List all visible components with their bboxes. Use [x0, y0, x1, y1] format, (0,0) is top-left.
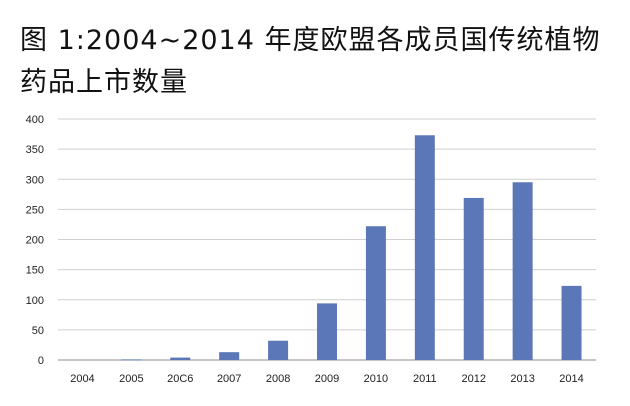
y-tick-label: 50 — [32, 325, 44, 337]
bar-2012 — [463, 197, 484, 360]
bar-2010 — [365, 226, 386, 360]
y-tick-label: 350 — [26, 144, 44, 156]
x-tick-label: 20C6 — [167, 373, 193, 385]
x-tick-label: 2011 — [413, 373, 437, 385]
x-tick-label: 2014 — [559, 373, 583, 385]
y-tick-label: 400 — [26, 114, 44, 126]
x-tick-label: 2008 — [266, 373, 290, 385]
x-tick-label: 2004 — [70, 373, 94, 385]
x-tick-label: 2010 — [364, 373, 388, 385]
bar-2005 — [121, 359, 142, 361]
bar-2011 — [414, 135, 435, 360]
bar-2013 — [512, 182, 533, 360]
bar-20C6 — [170, 357, 191, 360]
x-tick-label: 2012 — [461, 373, 485, 385]
bar-2008 — [268, 340, 289, 360]
bar-2014 — [561, 285, 582, 360]
x-axis-tick-labels: 2004 2005 20C6 2007 2008 2009 2010 2011 2012 2013… — [70, 373, 584, 385]
x-tick-label: 2007 — [217, 373, 241, 385]
y-tick-label: 300 — [26, 174, 44, 186]
bar-2007 — [219, 352, 240, 360]
y-tick-label: 0 — [38, 355, 44, 367]
y-tick-label: 200 — [26, 235, 44, 247]
bars — [121, 135, 582, 361]
y-tick-label: 100 — [26, 295, 44, 307]
chart-title: 图 1:2004~2014 年度欧盟各成员国传统植物药品上市数量 — [20, 25, 601, 98]
y-axis-tick-labels: 0 50 100 150 200 250 300 350 400 — [26, 114, 44, 367]
x-tick-label: 2009 — [315, 373, 339, 385]
y-tick-label: 150 — [26, 265, 44, 277]
bar-2009 — [317, 303, 337, 360]
x-tick-label: 2013 — [510, 373, 534, 385]
x-tick-label: 2005 — [119, 373, 143, 385]
y-tick-label: 250 — [26, 204, 44, 216]
gridlines — [58, 118, 596, 361]
